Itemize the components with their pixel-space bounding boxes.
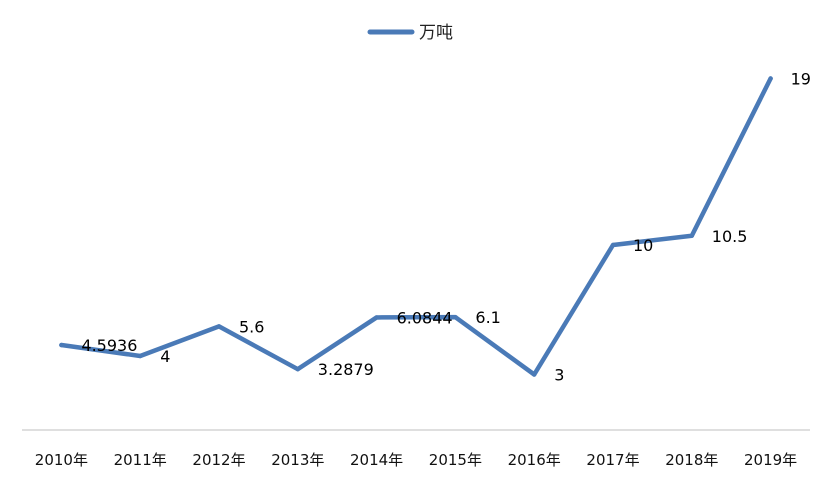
series-points: [59, 76, 773, 377]
data-labels: 4.5936 4 5.6 3.2879 6.0844 6.1 3 10 10.5 19: [81, 70, 811, 385]
data-label: 10: [633, 236, 653, 255]
x-tick-label: 2013年: [271, 451, 324, 469]
data-point: [453, 314, 458, 320]
series-line: [59, 76, 773, 377]
data-label: 5.6: [239, 317, 264, 336]
data-point: [610, 242, 616, 248]
x-tick-label: 2019年: [744, 451, 797, 469]
data-label: 3: [554, 366, 564, 385]
x-tick-label: 2014年: [350, 451, 403, 469]
x-tick-label: 2011年: [114, 451, 167, 469]
data-label: 10.5: [712, 227, 748, 246]
x-axis-tick-labels: 2010年 2011年 2012年 2013年 2014年 2015年 2016年 2017年…: [35, 451, 797, 469]
data-point: [138, 353, 143, 359]
data-point: [374, 315, 379, 320]
x-tick-label: 2017年: [586, 451, 639, 469]
data-point: [532, 372, 537, 377]
data-point: [689, 233, 694, 238]
x-tick-label: 2012年: [192, 451, 245, 469]
x-tick-label: 2010年: [35, 451, 88, 469]
data-point: [768, 76, 773, 81]
data-point: [59, 342, 64, 348]
data-label: 6.1: [475, 308, 500, 327]
data-label: 4: [160, 347, 170, 366]
x-tick-label: 2016年: [508, 451, 561, 469]
legend-label: 万吨: [419, 23, 453, 43]
data-label: 4.5936: [81, 336, 137, 355]
data-label: 6.0844: [397, 308, 453, 327]
x-tick-label: 2018年: [665, 451, 718, 469]
data-label: 3.2879: [318, 360, 374, 379]
data-point: [216, 324, 222, 329]
legend: 万吨: [367, 23, 453, 43]
data-point: [295, 366, 300, 372]
x-tick-label: 2015年: [429, 451, 482, 469]
data-label: 19: [791, 70, 811, 89]
